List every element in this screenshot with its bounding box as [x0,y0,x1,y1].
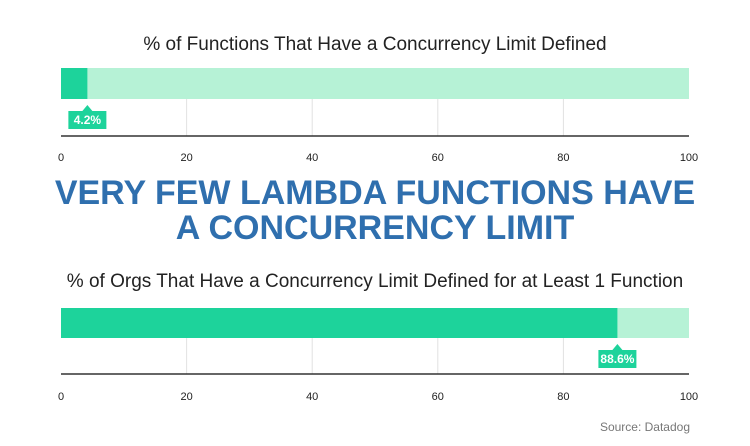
value-label: 88.6% [600,352,634,366]
x-tick-label: 20 [180,391,192,403]
headline: VERY FEW LAMBDA FUNCTIONS HAVE [55,174,695,212]
chart-title: % of Orgs That Have a Concurrency Limit … [67,271,683,292]
bar-track [61,68,689,99]
x-tick-label: 80 [557,391,569,403]
source: Source: Datadog [600,420,690,434]
value-label: 4.2% [74,113,102,127]
x-tick-label: 60 [432,152,444,164]
x-tick-label: 80 [557,152,569,164]
badge-bg [68,105,107,129]
x-tick-label: 0 [58,391,64,403]
x-tick-label: 40 [306,152,318,164]
x-tick-label: 100 [680,391,698,403]
headline: A CONCURRENCY LIMIT [176,209,575,247]
x-tick-label: 60 [432,391,444,403]
chart-title: % of Functions That Have a Concurrency L… [143,34,606,55]
x-tick-label: 20 [180,152,192,164]
bar [61,308,618,338]
badge-bg [598,344,637,368]
x-tick-label: 40 [306,391,318,403]
x-tick-label: 0 [58,152,64,164]
bar [61,68,88,99]
x-tick-label: 100 [680,152,698,164]
